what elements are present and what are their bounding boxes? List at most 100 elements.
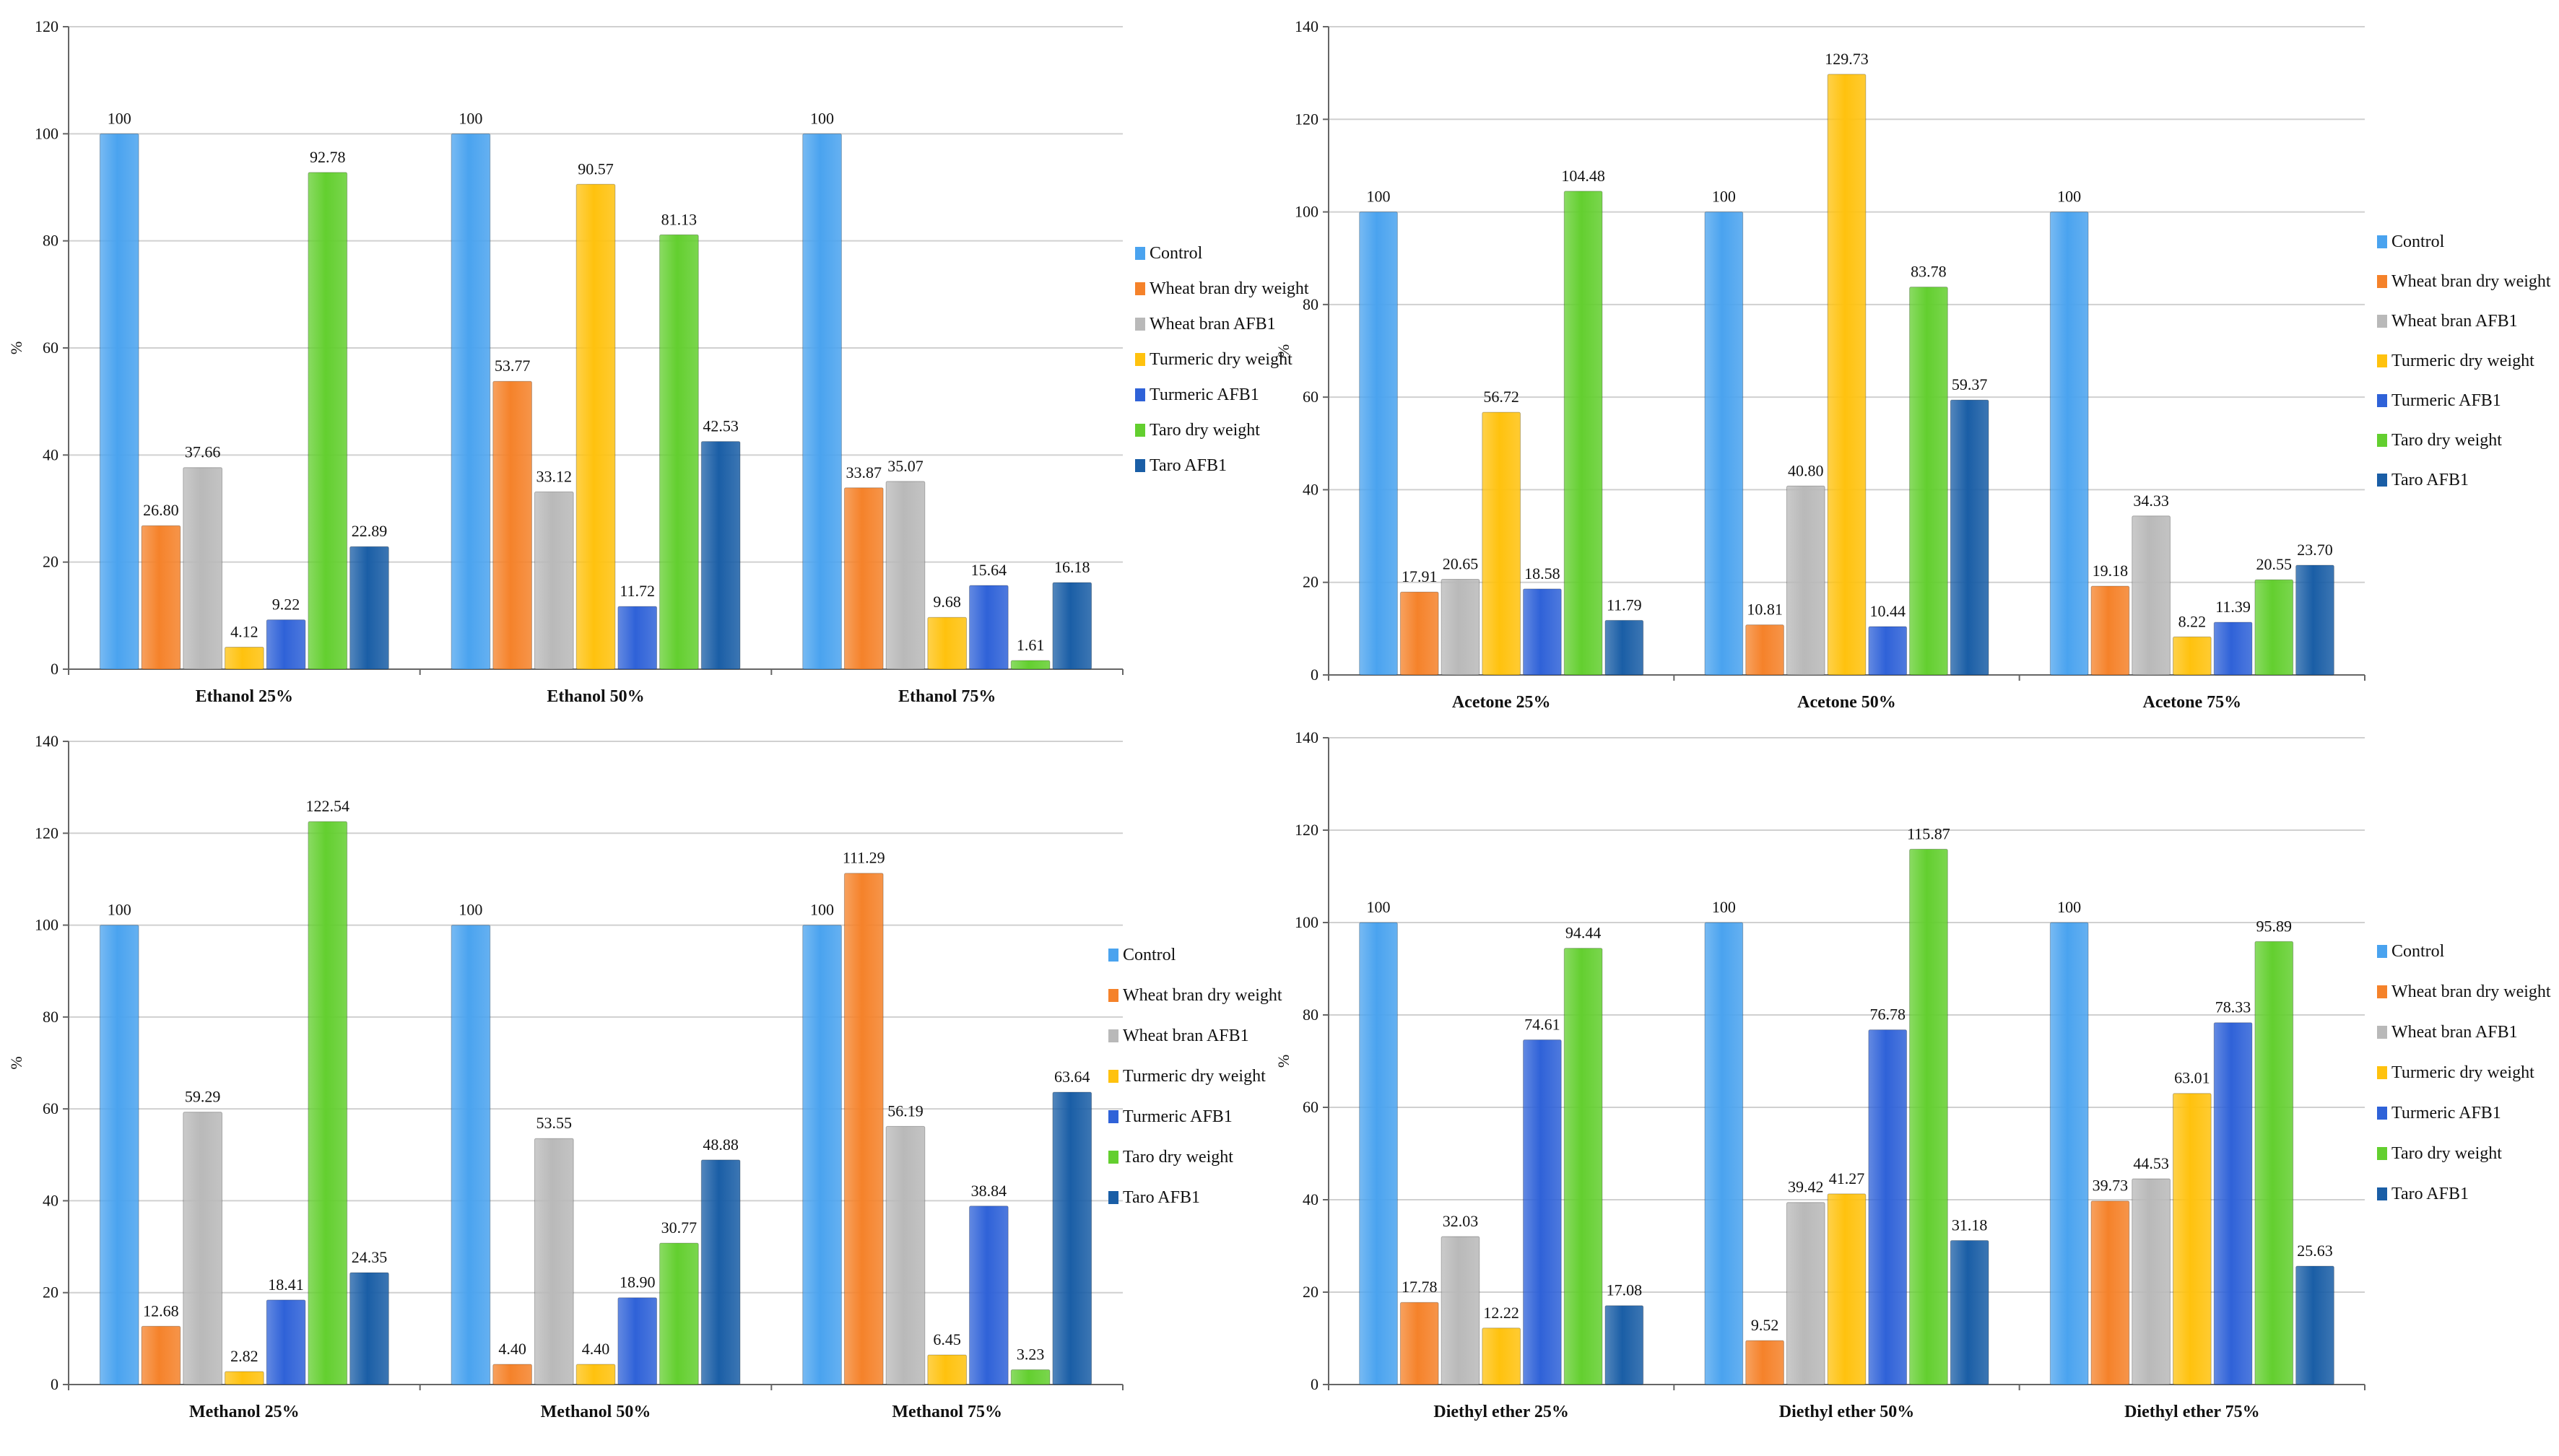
data-label: 11.39: [2215, 598, 2251, 616]
y-tick-label: 0: [51, 1375, 58, 1393]
bar-taro-afb1-ethanol-75: [1052, 582, 1092, 670]
legend-swatch: [2377, 474, 2387, 487]
legend-item: Turmeric AFB1: [1123, 1107, 1233, 1126]
legend-item: Wheat bran dry weight: [2391, 982, 2551, 1001]
bar-taro-afb1-acetone-25: [1604, 619, 1644, 676]
data-label: 12.22: [1483, 1304, 1519, 1322]
data-label: 83.78: [1911, 263, 1947, 281]
data-label: 56.19: [887, 1102, 924, 1120]
legend-item: Wheat bran AFB1: [2391, 1023, 2518, 1042]
bar-taro-afb1-ethanol-50: [700, 441, 741, 670]
data-label: 20.65: [1443, 555, 1479, 573]
bar-turmeric-afb1-acetone-25: [1523, 588, 1562, 676]
data-label: 41.27: [1829, 1169, 1865, 1187]
data-label: 3.23: [1017, 1345, 1045, 1363]
legend-item: Taro dry weight: [1150, 421, 1260, 440]
legend-swatch: [1135, 459, 1145, 472]
bar-control-acetone-50: [1704, 212, 1744, 676]
data-label: 16.18: [1054, 558, 1090, 576]
data-label: 1.61: [1017, 636, 1045, 654]
bar-control-methanol-75: [802, 925, 842, 1385]
data-label: 59.37: [1952, 375, 1988, 393]
bar-control-methanol-25: [99, 925, 139, 1385]
legend-item: Taro dry weight: [2391, 431, 2502, 450]
bar-taro-afb1-ethanol-25: [349, 546, 389, 670]
data-label: 104.48: [1561, 167, 1605, 185]
legend-swatch: [2377, 1187, 2387, 1200]
data-label: 53.55: [536, 1114, 573, 1132]
data-label: 94.44: [1565, 924, 1602, 942]
bar-taro-afb1-diethyl-ether-75: [2295, 1265, 2334, 1385]
data-label: 38.84: [971, 1182, 1007, 1200]
bar-taro-dry-weight-acetone-50: [1909, 287, 1948, 676]
bar-control-diethyl-ether-50: [1704, 922, 1744, 1385]
legend-swatch: [2377, 315, 2387, 328]
bar-taro-dry-weight-methanol-25: [308, 821, 348, 1385]
y-tick-label: 20: [1303, 573, 1318, 591]
data-label: 4.40: [498, 1340, 526, 1358]
data-label: 8.22: [2178, 612, 2207, 630]
legend: Control Wheat bran dry weight Wheat bran A…: [2377, 942, 2551, 1203]
legend-item: Control: [2391, 942, 2445, 961]
data-label: 81.13: [661, 210, 698, 228]
bar-turmeric-afb1-acetone-75: [2213, 622, 2253, 676]
data-label: 92.78: [310, 148, 346, 166]
bar-taro-afb1-methanol-50: [700, 1159, 741, 1385]
data-label: 53.77: [495, 357, 531, 375]
bar-turmeric-afb1-methanol-75: [969, 1206, 1009, 1385]
category-label: Acetone 25%: [1452, 693, 1551, 712]
legend-swatch: [1135, 388, 1145, 401]
bar-wheat-bran-afb1-acetone-25: [1441, 579, 1480, 676]
chart-panel-4: 0 20 40 60 80 100 120 140% Diethyl ether 25% 100 1…: [1274, 728, 2551, 1421]
y-tick-label: 60: [43, 339, 58, 357]
data-label: 12.68: [143, 1302, 179, 1320]
data-label: 37.66: [185, 443, 221, 461]
data-label: 100: [459, 901, 482, 919]
legend-item: Wheat bran dry weight: [1150, 279, 1309, 298]
bar-taro-dry-weight-diethyl-ether-25: [1563, 948, 1603, 1385]
data-label: 24.35: [352, 1248, 388, 1266]
legend-item: Control: [2391, 232, 2445, 251]
category-label: Ethanol 25%: [196, 687, 293, 706]
y-tick-label: 20: [1303, 1283, 1318, 1301]
legend: Control Wheat bran dry weight Wheat bran A…: [1135, 244, 1309, 475]
data-label: 100: [459, 109, 482, 127]
category-label: Diethyl ether 50%: [1779, 1403, 1915, 1421]
bar-control-methanol-50: [451, 925, 491, 1385]
bar-taro-afb1-acetone-75: [2295, 564, 2334, 676]
legend-swatch: [1108, 1029, 1118, 1042]
data-label: 33.12: [536, 467, 573, 485]
bar-wheat-bran-afb1-diethyl-ether-50: [1786, 1202, 1825, 1385]
y-tick-label: 120: [1295, 821, 1318, 839]
data-label: 19.18: [2093, 562, 2129, 580]
data-label: 100: [2057, 898, 2081, 916]
data-label: 26.80: [143, 501, 179, 519]
data-label: 76.78: [1869, 1006, 1906, 1024]
legend: Control Wheat bran dry weight Wheat bran A…: [1108, 946, 1282, 1207]
legend-swatch: [2377, 945, 2387, 958]
bar-wheat-bran-dry-weight-ethanol-75: [843, 487, 884, 670]
bar-wheat-bran-dry-weight-ethanol-25: [141, 525, 181, 670]
chart-panel-3: 0 20 40 60 80 100 120 140% Methanol 25% 100 12.68 5…: [7, 732, 1282, 1421]
legend-item: Wheat bran dry weight: [1123, 986, 1282, 1005]
bar-turmeric-afb1-methanol-50: [617, 1297, 658, 1385]
data-label: 100: [810, 109, 834, 127]
bar-taro-afb1-diethyl-ether-25: [1604, 1305, 1644, 1385]
bar-taro-dry-weight-ethanol-25: [308, 172, 348, 670]
data-label: 59.29: [185, 1088, 221, 1106]
data-label: 129.73: [1825, 50, 1869, 68]
legend-swatch: [1108, 989, 1118, 1002]
bar-taro-dry-weight-methanol-50: [659, 1242, 699, 1385]
legend-swatch: [1135, 247, 1145, 260]
y-tick-label: 100: [1295, 203, 1318, 221]
y-tick-label: 80: [43, 1008, 58, 1026]
data-label: 9.68: [933, 593, 961, 611]
bar-wheat-bran-afb1-ethanol-75: [885, 481, 926, 670]
bar-control-diethyl-ether-25: [1359, 922, 1398, 1385]
y-tick-label: 80: [43, 232, 58, 250]
bar-turmeric-afb1-ethanol-75: [969, 585, 1009, 670]
data-label: 100: [1712, 188, 1736, 206]
legend-item: Control: [1123, 946, 1176, 964]
legend-item: Control: [1150, 244, 1203, 263]
